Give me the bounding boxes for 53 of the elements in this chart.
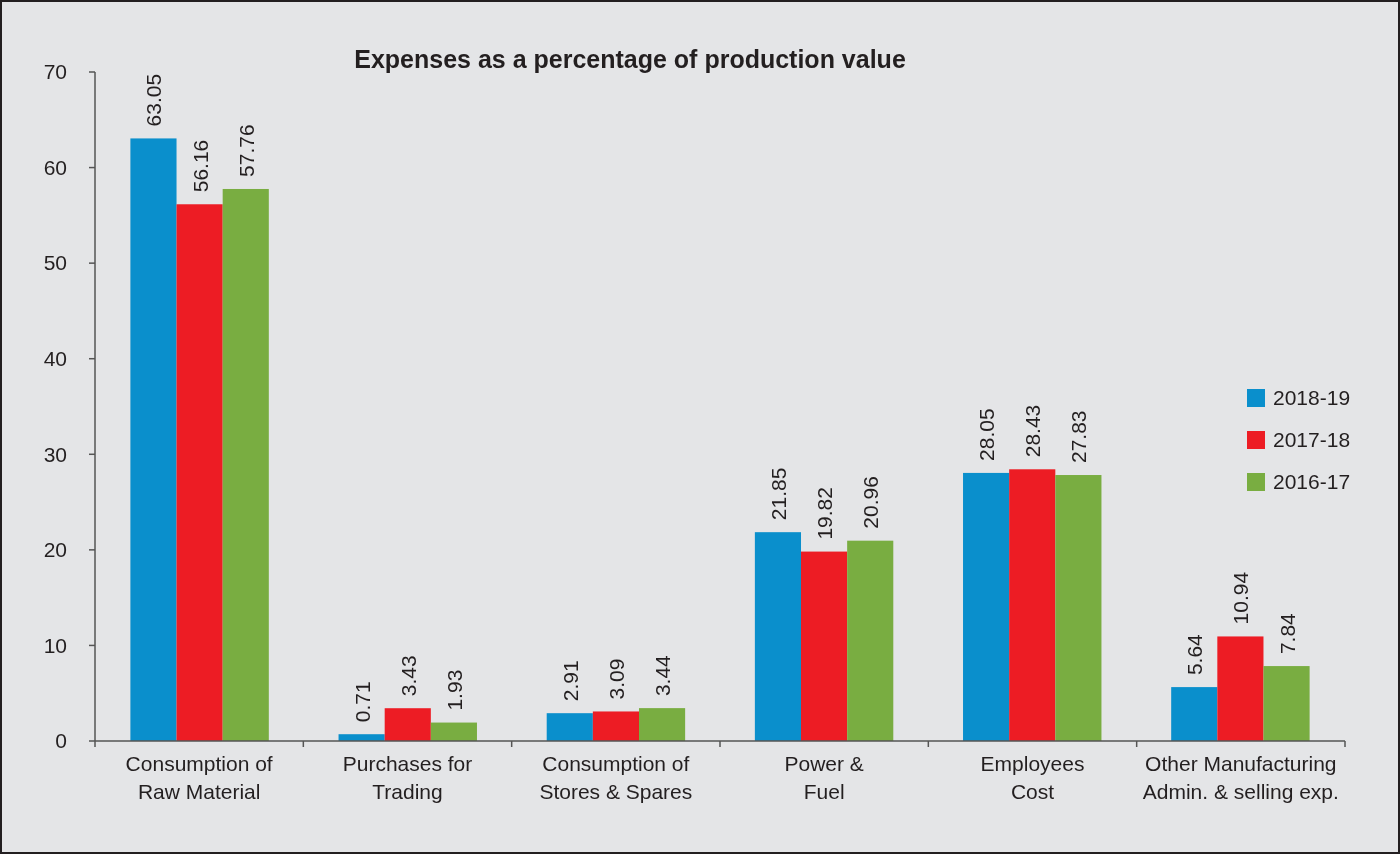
data-label: 5.64	[1183, 633, 1207, 676]
bar	[1263, 666, 1310, 741]
data-label: 28.43	[1021, 404, 1045, 458]
bar	[176, 204, 223, 741]
bar	[638, 708, 686, 741]
data-label: 21.85	[766, 467, 790, 521]
data-label: 7.84	[1275, 612, 1299, 655]
data-label: 2.91	[558, 660, 582, 702]
y-tick-label: 0	[55, 729, 67, 753]
bar	[546, 713, 593, 741]
data-label: 3.43	[396, 655, 420, 697]
data-label: 0.71	[350, 681, 374, 723]
y-tick-label: 30	[43, 442, 67, 466]
y-tick-label: 50	[43, 251, 67, 275]
data-label: 1.93	[442, 669, 466, 711]
bar	[592, 711, 639, 741]
x-tick-label: Other Manufacturing Admin. & selling exp.	[1142, 752, 1339, 803]
data-label: 63.05	[142, 73, 166, 127]
bar	[754, 532, 802, 741]
bar	[1217, 636, 1264, 741]
y-tick-label: 70	[43, 60, 67, 84]
bar	[801, 551, 848, 741]
y-tick-label: 10	[43, 633, 67, 657]
legend-label: 2016-17	[1273, 470, 1351, 494]
bar	[130, 138, 177, 741]
x-tick-label: Employees Cost	[980, 752, 1085, 803]
data-label: 27.83	[1067, 410, 1091, 464]
x-tick-label: Purchases for Trading	[342, 752, 473, 803]
legend-label: 2017-18	[1273, 428, 1351, 452]
y-tick-label: 60	[43, 155, 67, 179]
data-label: 3.09	[604, 658, 628, 700]
bar	[847, 540, 894, 741]
bar	[430, 722, 477, 741]
data-label: 57.76	[234, 124, 258, 177]
bar	[222, 188, 269, 741]
x-tick-label: Consumption of Stores & Spares	[539, 752, 693, 803]
data-label: 28.05	[975, 408, 999, 461]
bar	[1171, 687, 1218, 741]
x-tick-label: Consumption of Raw Material	[125, 752, 273, 803]
chart-title: Expenses as a percentage of production value	[354, 45, 906, 73]
data-label: 56.16	[188, 139, 212, 193]
bar	[1009, 469, 1056, 741]
bar	[384, 708, 431, 741]
bar	[963, 472, 1010, 741]
y-tick-label: 20	[43, 538, 67, 562]
data-label: 20.96	[859, 476, 883, 529]
data-label: 10.94	[1229, 571, 1253, 625]
bar	[1055, 475, 1102, 741]
x-tick-label: Power & Fuel	[784, 752, 864, 803]
legend-label: 2018-19	[1273, 386, 1351, 410]
data-label: 19.82	[813, 487, 837, 540]
data-label: 3.44	[651, 654, 675, 697]
y-tick-label: 40	[43, 347, 67, 371]
